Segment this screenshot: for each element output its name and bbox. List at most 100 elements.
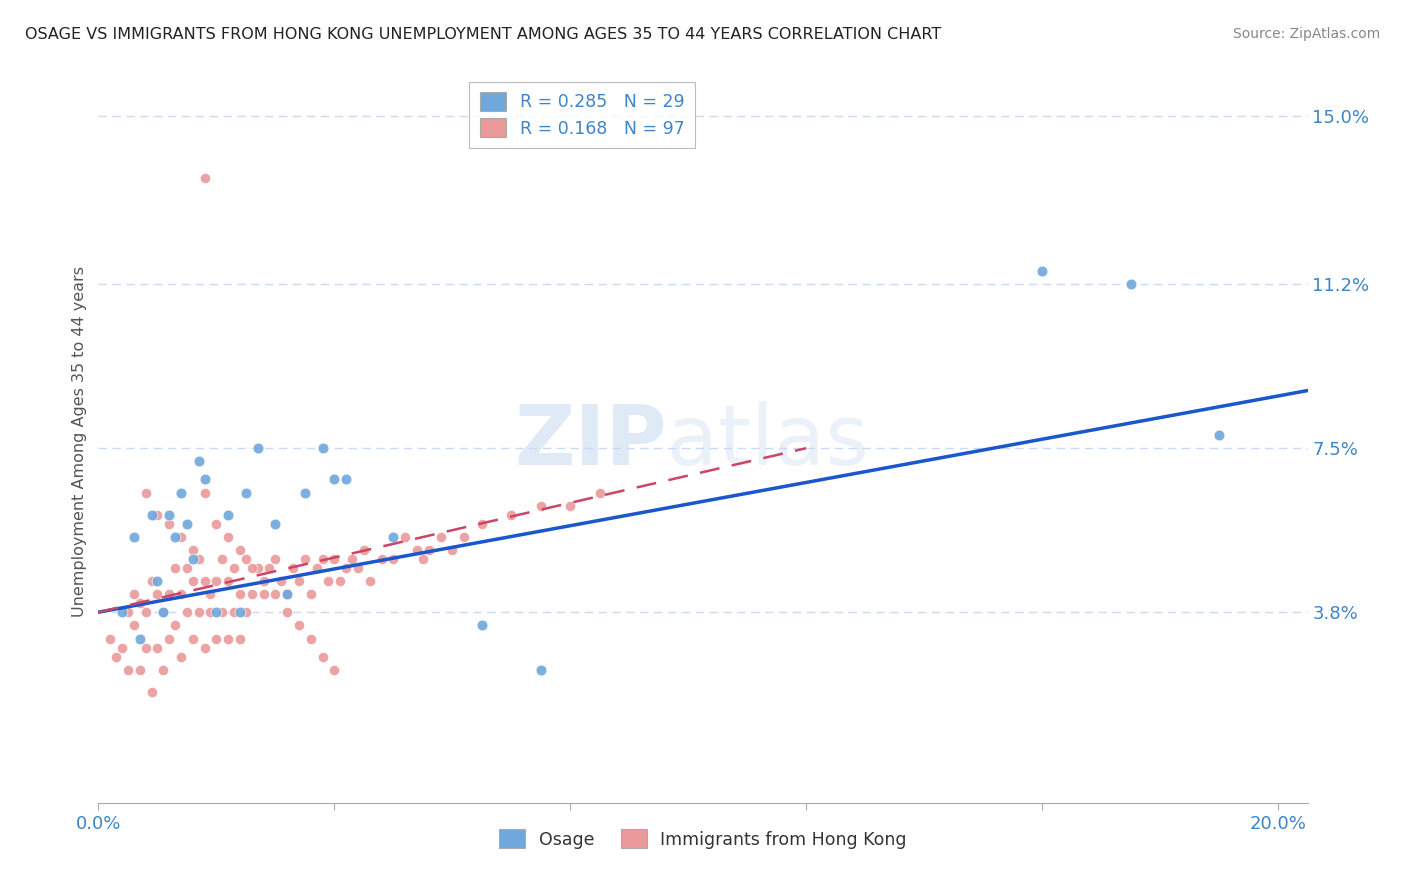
Point — [205, 605, 228, 619]
Point — [270, 574, 292, 589]
Point — [340, 552, 363, 566]
Point — [530, 663, 553, 677]
Point — [335, 472, 357, 486]
Point — [240, 587, 263, 601]
Point — [501, 508, 523, 522]
Point — [1208, 428, 1230, 442]
Point — [122, 530, 145, 544]
Point — [412, 552, 434, 566]
Point — [1031, 264, 1053, 278]
Point — [128, 596, 150, 610]
Point — [128, 663, 150, 677]
Point — [152, 663, 174, 677]
Point — [217, 574, 239, 589]
Point — [370, 552, 392, 566]
Point — [170, 587, 193, 601]
Point — [146, 574, 169, 589]
Point — [194, 170, 217, 185]
Point — [187, 454, 209, 468]
Point — [347, 561, 370, 575]
Point — [222, 605, 245, 619]
Point — [141, 685, 163, 699]
Point — [259, 561, 281, 575]
Point — [181, 574, 204, 589]
Point — [235, 485, 257, 500]
Point — [205, 574, 228, 589]
Point — [194, 574, 217, 589]
Point — [530, 499, 553, 513]
Point — [217, 632, 239, 646]
Point — [111, 605, 134, 619]
Point — [194, 640, 217, 655]
Point — [146, 640, 169, 655]
Point — [299, 632, 322, 646]
Point — [98, 632, 121, 646]
Point — [176, 516, 198, 531]
Point — [294, 485, 316, 500]
Point — [323, 472, 346, 486]
Text: atlas: atlas — [666, 401, 869, 482]
Point — [252, 587, 274, 601]
Point — [181, 552, 204, 566]
Point — [117, 663, 139, 677]
Point — [335, 561, 357, 575]
Point — [281, 561, 304, 575]
Point — [276, 605, 298, 619]
Point — [229, 632, 252, 646]
Point — [117, 605, 139, 619]
Point — [165, 561, 187, 575]
Point — [329, 574, 352, 589]
Point — [111, 640, 134, 655]
Point — [589, 485, 612, 500]
Point — [205, 632, 228, 646]
Point — [288, 618, 311, 632]
Point — [429, 530, 451, 544]
Text: Source: ZipAtlas.com: Source: ZipAtlas.com — [1233, 27, 1381, 41]
Point — [229, 587, 252, 601]
Point — [1119, 277, 1142, 292]
Point — [353, 543, 375, 558]
Point — [276, 587, 298, 601]
Point — [152, 605, 174, 619]
Point — [157, 632, 180, 646]
Point — [194, 485, 217, 500]
Point — [246, 441, 269, 455]
Point — [146, 508, 169, 522]
Point — [211, 552, 233, 566]
Point — [122, 587, 145, 601]
Point — [359, 574, 381, 589]
Point — [240, 561, 263, 575]
Point — [141, 508, 163, 522]
Point — [146, 587, 169, 601]
Point — [264, 516, 287, 531]
Text: ZIP: ZIP — [515, 401, 666, 482]
Point — [165, 618, 187, 632]
Point — [200, 605, 222, 619]
Point — [157, 587, 180, 601]
Point — [311, 441, 333, 455]
Point — [170, 530, 193, 544]
Point — [229, 543, 252, 558]
Point — [406, 543, 429, 558]
Point — [122, 618, 145, 632]
Point — [471, 516, 494, 531]
Point — [305, 561, 328, 575]
Point — [441, 543, 464, 558]
Point — [294, 552, 316, 566]
Point — [264, 552, 287, 566]
Point — [141, 574, 163, 589]
Point — [252, 574, 274, 589]
Point — [217, 508, 239, 522]
Point — [382, 530, 405, 544]
Point — [170, 485, 193, 500]
Point — [176, 561, 198, 575]
Point — [157, 508, 180, 522]
Point — [200, 587, 222, 601]
Point — [418, 543, 440, 558]
Point — [471, 618, 494, 632]
Point — [222, 561, 245, 575]
Point — [235, 605, 257, 619]
Point — [211, 605, 233, 619]
Point — [181, 543, 204, 558]
Point — [176, 605, 198, 619]
